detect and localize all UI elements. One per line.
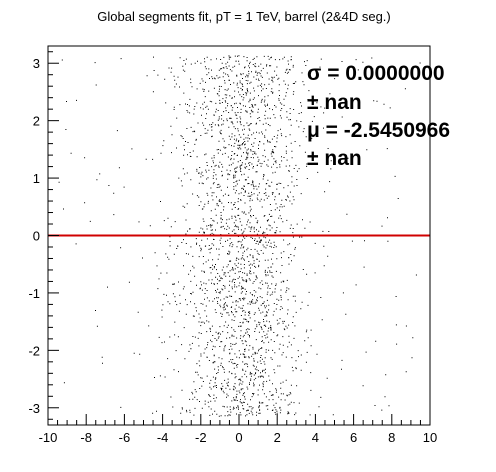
x-tick-label: 0 (235, 430, 242, 445)
x-tick-label: 10 (423, 430, 437, 445)
x-axis: -10 -8 -6 -4 -2 0 2 4 6 8 10 (39, 414, 437, 445)
x-tick-label: 2 (274, 430, 281, 445)
data-points (58, 55, 421, 417)
sigma-value: σ = 0.0000000 (307, 62, 445, 85)
y-tick-label: 2 (33, 114, 40, 129)
x-tick-label: -4 (157, 430, 169, 445)
scatter-points (58, 55, 421, 417)
y-tick-label: -2 (28, 343, 40, 358)
mu-value: μ = -2.5450966 (307, 119, 450, 142)
x-tick-label: 8 (388, 430, 395, 445)
mu-error: ± nan (307, 147, 362, 170)
x-tick-label: -2 (195, 430, 207, 445)
x-tick-label: 6 (350, 430, 357, 445)
stats-box: σ = 0.0000000 ± nan μ = -2.5450966 ± nan (307, 62, 450, 170)
y-tick-label: 0 (33, 229, 40, 244)
x-tick-label: -10 (39, 430, 58, 445)
x-tick-label: 4 (312, 430, 319, 445)
sigma-error: ± nan (307, 91, 362, 114)
chart-title: Global segments fit, pT = 1 TeV, barrel … (97, 9, 391, 24)
y-axis: -3 -2 -1 0 1 2 3 (28, 51, 59, 420)
x-tick-label: -6 (119, 430, 131, 445)
y-tick-label: 1 (33, 171, 40, 186)
y-tick-label: -3 (28, 401, 40, 416)
y-tick-label: 3 (33, 56, 40, 71)
y-tick-label: -1 (28, 286, 40, 301)
x-tick-label: -8 (80, 430, 92, 445)
